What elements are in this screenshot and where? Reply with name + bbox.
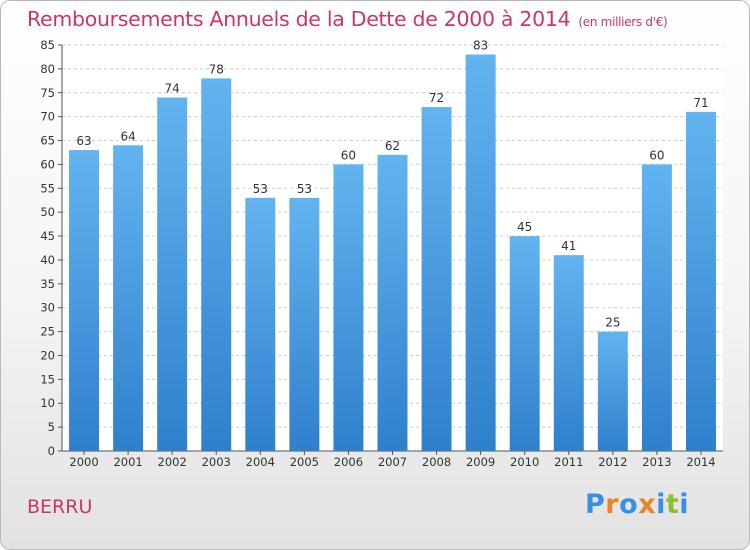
- bar: [201, 78, 232, 451]
- x-tick-label: 2004: [246, 455, 275, 469]
- data-label: 64: [120, 129, 135, 143]
- x-tick-label: 2001: [113, 455, 142, 469]
- x-tick-label: 2000: [69, 455, 98, 469]
- chart-title: Remboursements Annuels de la Dette de 20…: [27, 7, 668, 31]
- x-tick-label: 2009: [466, 455, 495, 469]
- data-label: 72: [429, 91, 444, 105]
- x-tick-label: 2006: [334, 455, 363, 469]
- data-label: 63: [76, 134, 91, 148]
- logo-letter: x: [638, 489, 657, 520]
- data-label: 74: [165, 82, 180, 96]
- bar: [113, 145, 144, 451]
- y-tick-label: 80: [40, 62, 55, 76]
- y-tick-label: 20: [40, 348, 55, 362]
- x-tick-label: 2012: [598, 455, 627, 469]
- y-tick-label: 10: [40, 396, 55, 410]
- x-tick-label: 2002: [158, 455, 187, 469]
- data-label: 45: [517, 220, 532, 234]
- data-label: 62: [385, 139, 400, 153]
- data-label: 60: [649, 148, 664, 162]
- bar: [597, 331, 628, 451]
- data-label: 60: [341, 148, 356, 162]
- y-tick-label: 5: [48, 420, 55, 434]
- y-tick-label: 0: [48, 444, 55, 458]
- y-tick-label: 25: [40, 325, 55, 339]
- y-tick-label: 45: [40, 229, 55, 243]
- y-tick-label: 75: [40, 86, 55, 100]
- x-tick-label: 2005: [290, 455, 319, 469]
- bar: [509, 236, 540, 451]
- data-label: 41: [561, 239, 576, 253]
- bar: [289, 197, 320, 451]
- chart-unit: (en milliers d'€): [578, 15, 668, 29]
- x-tick-label: 2007: [378, 455, 407, 469]
- logo-letter: r: [605, 489, 620, 520]
- y-tick-label: 40: [40, 253, 55, 267]
- y-tick-label: 85: [40, 38, 55, 52]
- y-tick-label: 65: [40, 134, 55, 148]
- bar: [553, 255, 584, 451]
- logo-letter: i: [679, 489, 690, 520]
- y-tick-label: 50: [40, 205, 55, 219]
- x-tick-label: 2011: [554, 455, 583, 469]
- data-label: 78: [209, 62, 224, 76]
- logo-letter: o: [619, 489, 639, 520]
- city-name: BERRU: [27, 496, 93, 518]
- x-tick-label: 2014: [686, 455, 715, 469]
- y-tick-label: 70: [40, 110, 55, 124]
- data-label: 83: [473, 39, 488, 53]
- x-tick-label: 2008: [422, 455, 451, 469]
- data-label: 53: [297, 182, 312, 196]
- data-label: 53: [253, 182, 268, 196]
- y-tick-label: 35: [40, 277, 55, 291]
- bar: [377, 154, 408, 451]
- data-label: 71: [693, 96, 708, 110]
- y-tick-label: 55: [40, 181, 55, 195]
- chart-title-text: Remboursements Annuels de la Dette de 20…: [27, 7, 571, 31]
- y-tick-label: 60: [40, 157, 55, 171]
- bar: [465, 54, 496, 451]
- x-tick-label: 2013: [642, 455, 671, 469]
- bar: [685, 111, 716, 451]
- bar: [69, 150, 100, 452]
- x-tick-label: 2003: [202, 455, 231, 469]
- logo-letter: P: [585, 489, 606, 520]
- proxiti-logo: Proxiti: [585, 489, 689, 520]
- data-label: 25: [605, 316, 620, 330]
- bar: [421, 107, 452, 451]
- y-tick-label: 30: [40, 301, 55, 315]
- x-tick-label: 2010: [510, 455, 539, 469]
- bar: [245, 197, 276, 451]
- y-tick-label: 15: [40, 372, 55, 386]
- bar: [157, 97, 188, 452]
- logo-letter: t: [665, 489, 680, 520]
- bar: [333, 164, 364, 452]
- logo-letter: i: [656, 489, 666, 520]
- bar: [641, 164, 672, 452]
